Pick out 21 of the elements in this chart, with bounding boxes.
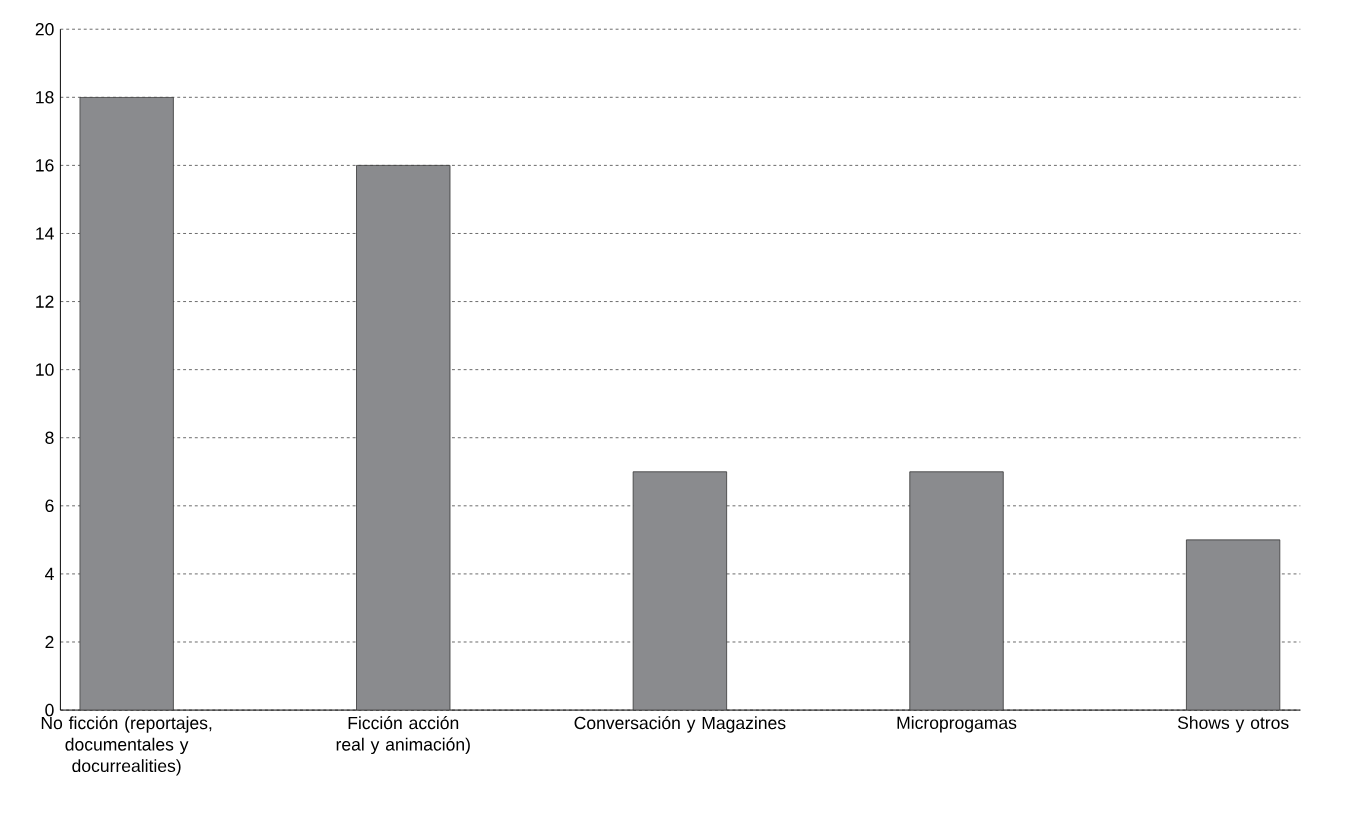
y-tick-label: 0 xyxy=(45,703,54,717)
x-tick-label: Shows y otros xyxy=(1177,716,1289,733)
bar xyxy=(632,471,728,711)
y-tick-label: 6 xyxy=(45,499,54,513)
bar xyxy=(1186,539,1281,711)
y-tick-label: 4 xyxy=(45,567,54,580)
x-tick-label: Ficción acción real y animación) xyxy=(336,716,470,755)
y-tick-label: 12 xyxy=(36,295,54,308)
y-tick-label: 16 xyxy=(36,159,54,172)
y-tick-label: 2 xyxy=(45,635,54,649)
y-tick-label: 14 xyxy=(36,227,54,240)
y-tick-label: 20 xyxy=(35,23,54,36)
bar xyxy=(79,96,174,711)
bar xyxy=(909,471,1004,711)
x-tick-label: Microprogamas xyxy=(897,716,1017,733)
x-tick-label: No ficción (reportajes, documentales y docurrealities) xyxy=(41,716,212,776)
y-tick-label: 8 xyxy=(45,431,54,444)
bar xyxy=(356,165,451,711)
y-tick-label: 10 xyxy=(36,363,54,376)
y-tick-label: 18 xyxy=(36,91,54,104)
x-tick-label: Conversación y Magazines xyxy=(574,716,786,733)
